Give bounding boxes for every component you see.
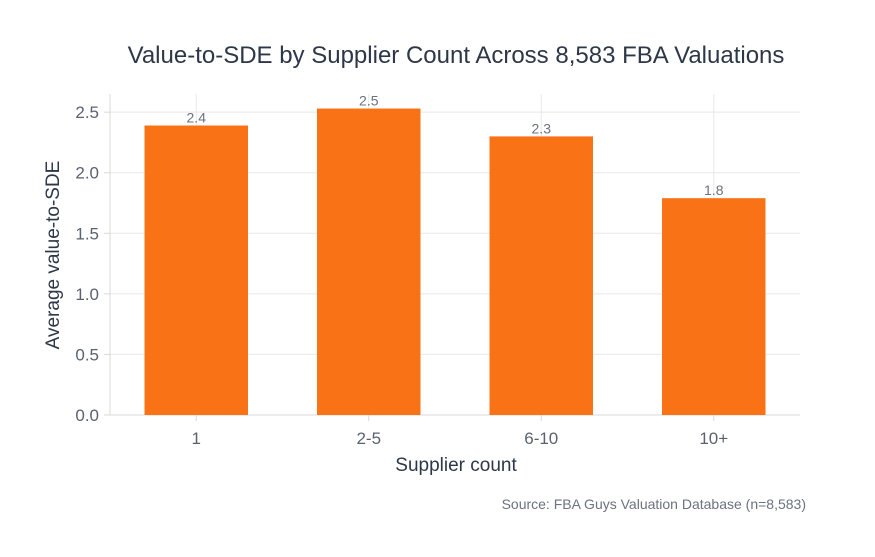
y-tick-label: 1.5 [75, 224, 99, 243]
x-tick-label: 1 [192, 429, 201, 448]
x-tick-label: 2-5 [356, 429, 381, 448]
y-tick-label: 2.0 [75, 164, 99, 183]
x-axis-title: Supplier count [395, 455, 517, 476]
x-tick-label: 6-10 [524, 429, 558, 448]
bar [662, 198, 766, 415]
chart-title: Value-to-SDE by Supplier Count Across 8,… [128, 42, 785, 69]
y-tick-label: 1.0 [75, 285, 99, 304]
y-tick-label: 0.5 [75, 345, 99, 364]
bar [489, 136, 593, 415]
source-note: Source: FBA Guys Valuation Database (n=8… [502, 496, 806, 512]
x-axis-ticks: 1 2-5 6-10 10+ [192, 415, 728, 448]
y-axis-ticks: 0.0 0.5 1.0 1.5 2.0 2.5 [75, 103, 110, 425]
data-label: 2.3 [532, 120, 552, 136]
bar [317, 108, 421, 415]
data-label: 1.8 [704, 182, 724, 198]
y-tick-label: 0.0 [75, 406, 99, 425]
x-tick-label: 10+ [699, 429, 728, 448]
y-tick-label: 2.5 [75, 103, 99, 122]
bar [144, 125, 248, 416]
data-labels: 2.4 2.5 2.3 1.8 [187, 93, 724, 199]
data-label: 2.5 [359, 93, 379, 109]
bars [144, 108, 766, 416]
y-axis-title: Average value-to-SDE [43, 161, 64, 350]
data-label: 2.4 [187, 109, 207, 125]
